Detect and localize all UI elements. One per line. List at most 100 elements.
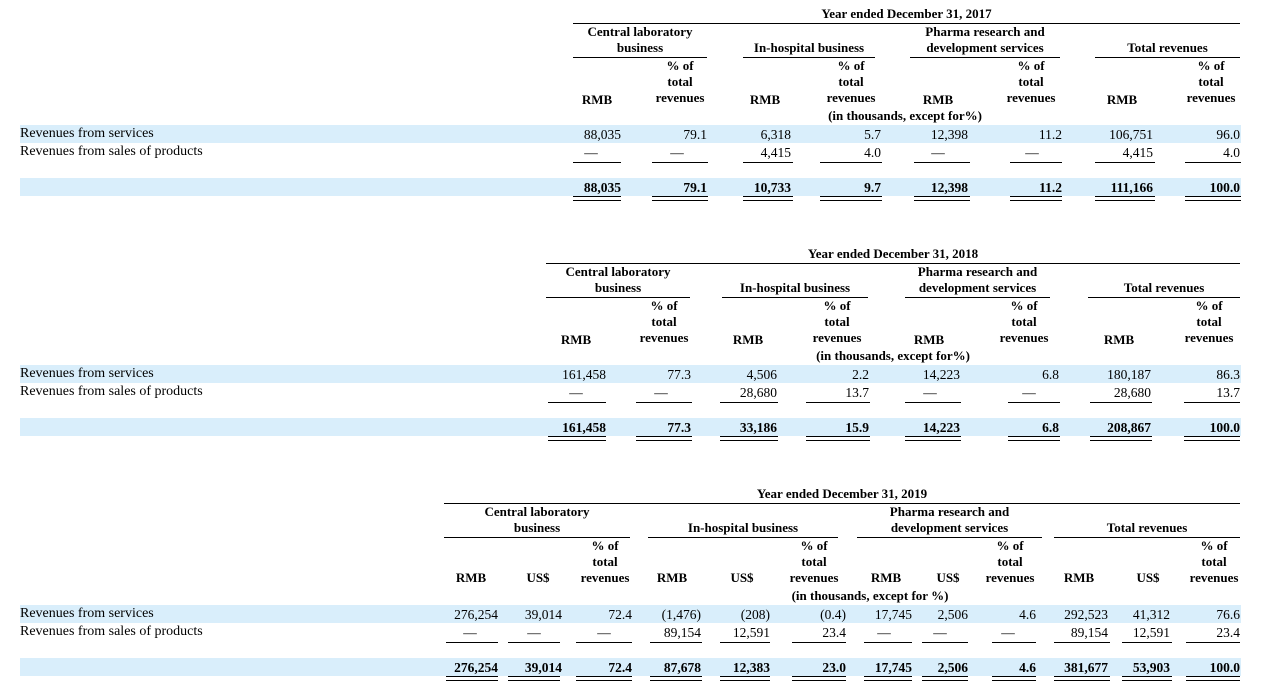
pharma-header-2: development services <box>890 520 1009 535</box>
row-label-services: Revenues from services <box>20 606 154 621</box>
central-lab-header-2: business <box>616 40 664 55</box>
total-revenues-header: Total revenues <box>1127 40 1208 55</box>
pharma-header-2: development services <box>918 280 1037 295</box>
rmb-header: RMB <box>732 332 764 347</box>
cell-services: 11.2 <box>1038 127 1062 142</box>
cell-total: 12,383 <box>732 660 770 675</box>
rmb-header: RMB <box>1063 570 1095 585</box>
cell-products: 13.7 <box>845 385 869 400</box>
cell-total: 2,506 <box>937 660 968 675</box>
pct-header: % of total revenues <box>1006 58 1056 105</box>
cell-services: 39,014 <box>524 607 562 622</box>
cell-services: 86.3 <box>1216 367 1240 382</box>
usd-header: US$ <box>526 570 550 585</box>
cell-services: 161,458 <box>562 367 606 382</box>
central-lab-header: Central laboratory <box>565 264 671 279</box>
cell-total: 53,903 <box>1132 660 1170 675</box>
cell-services: (208) <box>740 607 770 622</box>
cell-products: 28,680 <box>1113 385 1151 400</box>
cell-products: 13.7 <box>1216 385 1240 400</box>
usd-header: US$ <box>730 570 754 585</box>
units-note: (in thousands, except for%) <box>828 108 982 123</box>
cell-services: 96.0 <box>1216 127 1240 142</box>
cell-products: — <box>670 145 684 160</box>
cell-products: — <box>923 385 937 400</box>
inhospital-header: In-hospital business <box>739 280 851 295</box>
total-revenues-header: Total revenues <box>1123 280 1205 295</box>
cell-services: 12,398 <box>930 127 968 142</box>
cell-products: 4.0 <box>864 145 881 160</box>
cell-products: 28,680 <box>739 385 777 400</box>
cell-total: 77.3 <box>667 420 691 435</box>
cell-services: 17,745 <box>874 607 912 622</box>
cell-services: 77.3 <box>667 367 691 382</box>
period-title-2018: Year ended December 31, 2018 <box>807 246 979 261</box>
rmb-header: RMB <box>922 92 954 107</box>
cell-total: 15.9 <box>845 420 869 435</box>
cell-services: 4.6 <box>1019 607 1036 622</box>
pct-header: % of total revenues <box>1189 538 1239 585</box>
rmb-header: RMB <box>1106 92 1138 107</box>
pharma-header: Pharma research and <box>889 504 1010 519</box>
central-lab-header-2: business <box>513 520 561 535</box>
pct-header: % of total revenues <box>639 298 689 345</box>
cell-products: — <box>584 145 598 160</box>
inhospital-header: In-hospital business <box>753 40 865 55</box>
cell-products: — <box>933 625 947 640</box>
cell-services: 88,035 <box>583 127 621 142</box>
cell-total: 14,223 <box>922 420 960 435</box>
cell-products: — <box>877 625 891 640</box>
cell-services: 292,523 <box>1064 607 1108 622</box>
pct-header: % of total revenues <box>580 538 630 585</box>
cell-products: — <box>1001 625 1015 640</box>
cell-products: — <box>569 385 583 400</box>
pharma-header: Pharma research and <box>925 24 1045 39</box>
cell-services: (1,476) <box>661 607 701 622</box>
units-note: (in thousands, except for %) <box>791 588 949 603</box>
cell-total: 100.0 <box>1209 420 1240 435</box>
cell-total: 100.0 <box>1209 180 1240 195</box>
cell-total: 381,677 <box>1064 660 1108 675</box>
cell-services: 14,223 <box>922 367 960 382</box>
cell-products: 12,591 <box>732 625 770 640</box>
inhospital-header: In-hospital business <box>687 520 799 535</box>
usd-header: US$ <box>1136 570 1160 585</box>
cell-products: 4.0 <box>1223 145 1240 160</box>
cell-total: 23.0 <box>822 660 846 675</box>
row-label-products: Revenues from sales of products <box>20 384 203 399</box>
cell-services: 180,187 <box>1107 367 1151 382</box>
pct-header: % of total revenues <box>812 298 862 345</box>
cell-total: 111,166 <box>1110 180 1153 195</box>
cell-total: 100.0 <box>1209 660 1240 675</box>
cell-products: — <box>1022 385 1036 400</box>
cell-products: — <box>1025 145 1039 160</box>
pct-header: % of total revenues <box>1184 298 1234 345</box>
rmb-header: RMB <box>870 570 902 585</box>
cell-services: 106,751 <box>1109 127 1153 142</box>
cell-products: 89,154 <box>663 625 701 640</box>
cell-products: — <box>527 625 541 640</box>
cell-products: 89,154 <box>1070 625 1108 640</box>
cell-total: 161,458 <box>562 420 606 435</box>
cell-services: 276,254 <box>454 607 498 622</box>
cell-services: 5.7 <box>864 127 881 142</box>
cell-products: — <box>654 385 668 400</box>
cell-products: — <box>931 145 945 160</box>
row-label-services: Revenues from services <box>20 366 154 381</box>
pct-header: % of total revenues <box>655 58 705 105</box>
pct-header: % of total revenues <box>999 298 1049 345</box>
cell-total: 17,745 <box>874 660 912 675</box>
cell-total: 11.2 <box>1039 180 1062 195</box>
total-revenues-header: Total revenues <box>1106 520 1188 535</box>
cell-total: 79.1 <box>683 180 707 195</box>
cell-services: 79.1 <box>683 127 707 142</box>
usd-header: US$ <box>936 570 960 585</box>
cell-total: 87,678 <box>663 660 701 675</box>
cell-total: 33,186 <box>739 420 777 435</box>
pharma-header-2: development services <box>926 40 1044 55</box>
cell-services: 2,506 <box>937 607 968 622</box>
cell-total: 276,254 <box>454 660 498 675</box>
pct-header: % of total revenues <box>789 538 839 585</box>
cell-total: 6.8 <box>1042 420 1059 435</box>
central-lab-header: Central laboratory <box>484 504 590 519</box>
